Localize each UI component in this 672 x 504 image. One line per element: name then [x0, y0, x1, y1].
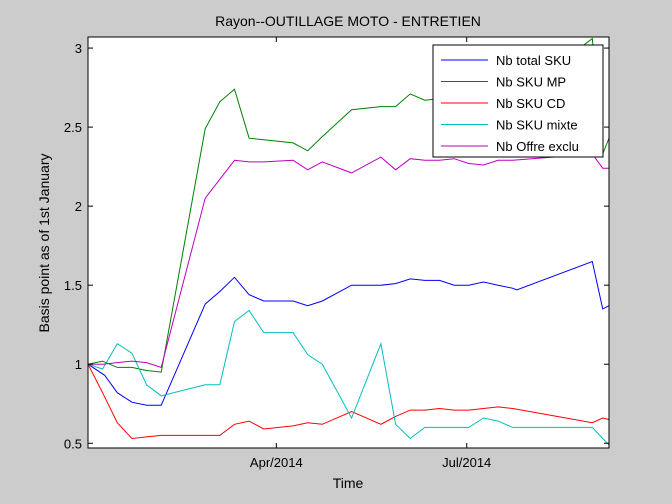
legend-label-nb-total-sku: Nb total SKU	[496, 53, 571, 68]
x-axis-label: Time	[333, 475, 364, 491]
series-line-nb-total-sku	[87, 260, 610, 406]
legend-label-nb-sku-mp: Nb SKU MP	[496, 75, 566, 90]
legend-label-nb-sku-mixte: Nb SKU mixte	[496, 118, 578, 133]
x-tick-label: Apr/2014	[250, 455, 303, 470]
legend-box	[432, 44, 604, 158]
y-tick-label: 1	[75, 357, 82, 372]
x-tick-label: Jul/2014	[442, 455, 491, 470]
y-axis-label: Basis point as of 1st January	[36, 154, 52, 333]
legend-label-nb-offre-exclu: Nb Offre exclu	[496, 139, 579, 154]
x-axis: Apr/2014 Jul/2014	[250, 37, 491, 470]
legend: Nb total SKU Nb SKU MP Nb SKU CD Nb SKU mix…	[432, 44, 604, 158]
y-axis: 0.5 1 1.5 2 2.5 3	[64, 41, 609, 451]
series-line-nb-offre-exclu	[88, 153, 609, 369]
series-line-nb-sku-cd	[87, 363, 610, 440]
y-tick-label: 2	[75, 199, 82, 214]
y-tick-label: 3	[75, 41, 82, 56]
y-tick-label: 0.5	[64, 436, 82, 451]
series-line-nb-sku-mixte	[87, 309, 610, 446]
chart-title: Rayon--OUTILLAGE MOTO - ENTRETIEN	[215, 13, 481, 29]
plot-frame	[87, 36, 610, 449]
legend-label-nb-sku-cd: Nb SKU CD	[496, 96, 565, 111]
y-tick-label: 2.5	[64, 120, 82, 135]
y-tick-label: 1.5	[64, 278, 82, 293]
